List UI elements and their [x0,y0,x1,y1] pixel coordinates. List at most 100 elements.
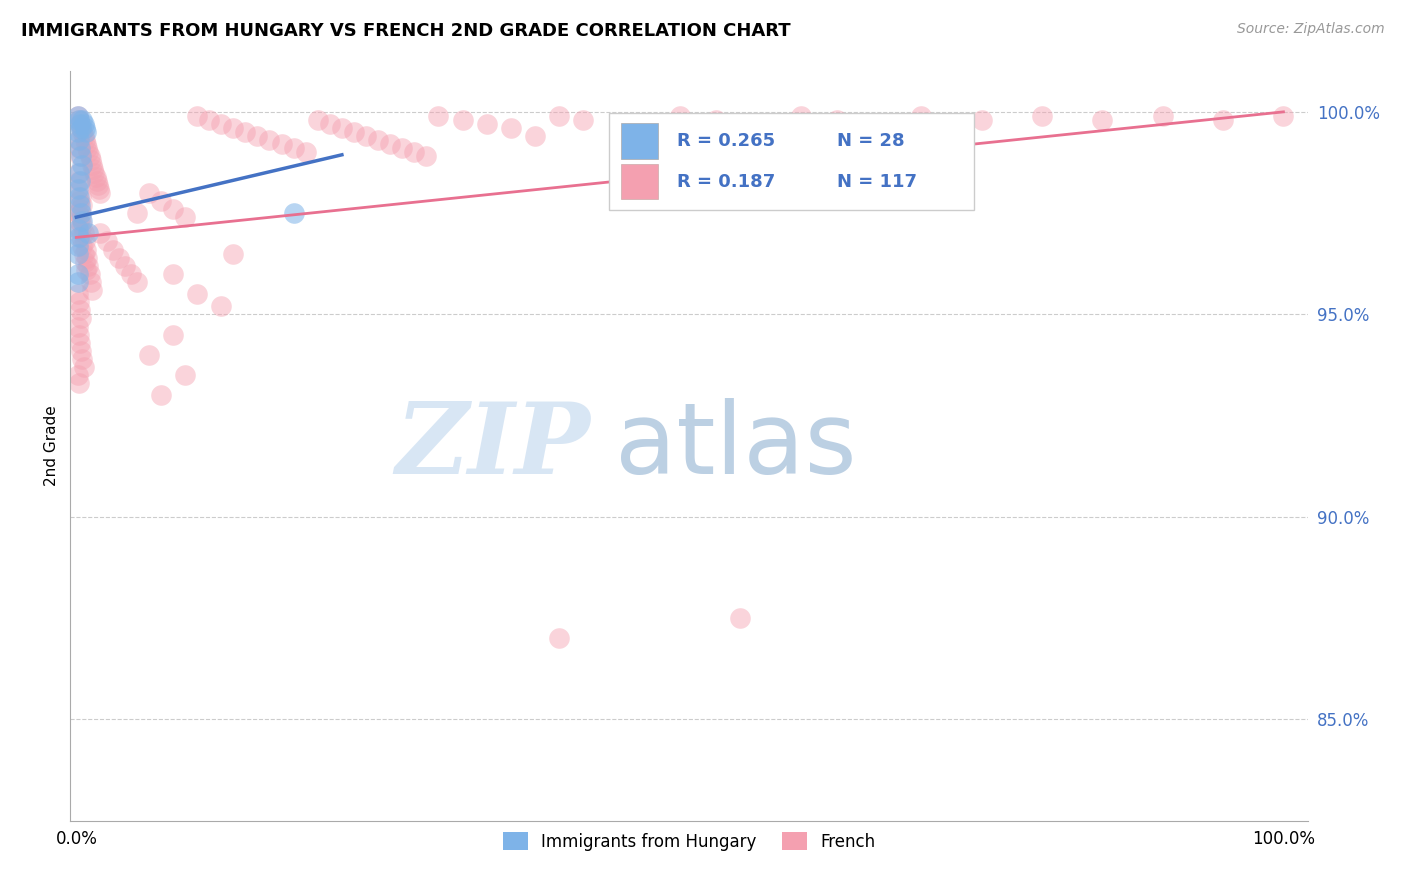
Text: Source: ZipAtlas.com: Source: ZipAtlas.com [1237,22,1385,37]
Point [66,133,89,147]
Point [72,125,94,139]
Legend: Immigrants from Hungary, French: Immigrants from Hungary, French [496,826,882,857]
Text: R = 0.187: R = 0.187 [676,172,775,191]
Point [67,194,90,208]
Point [149,388,172,402]
Point [270,137,292,152]
Point [1212,112,1234,127]
Point [67,133,90,147]
Point [72,359,94,374]
Point [72,112,94,127]
Point [246,129,269,144]
Point [1091,112,1114,127]
Point [69,198,91,212]
Point [120,267,142,281]
Point [66,109,89,123]
Point [72,227,94,241]
Point [186,287,208,301]
Point [162,327,184,342]
Point [970,112,993,127]
Point [524,129,547,144]
Point [75,262,97,277]
Point [499,121,522,136]
Point [69,141,91,155]
Text: ZIP: ZIP [395,398,591,494]
Point [138,348,160,362]
Point [67,327,90,342]
Point [89,227,111,241]
Text: R = 0.265: R = 0.265 [676,132,775,150]
Point [114,259,136,273]
Point [70,343,93,358]
Point [72,214,94,228]
Point [66,238,89,252]
Point [233,125,256,139]
Point [70,311,93,326]
Text: atlas: atlas [614,398,856,494]
Point [76,141,98,155]
Point [89,182,111,196]
Point [67,112,90,127]
Point [96,235,118,249]
Point [66,275,89,289]
Point [307,112,329,127]
Point [72,129,94,144]
Point [149,194,172,208]
Point [73,121,96,136]
Point [198,112,221,127]
Point [209,299,232,313]
Point [391,141,413,155]
Point [67,214,90,228]
Point [415,149,437,163]
Point [259,133,281,147]
Point [69,117,91,131]
Point [741,117,763,131]
Point [101,243,124,257]
Point [67,112,90,127]
Point [66,109,89,123]
Point [77,259,100,273]
Point [79,267,101,281]
Point [76,251,98,265]
Point [70,206,93,220]
Point [73,254,96,268]
Point [80,275,103,289]
Point [70,149,93,163]
Point [69,117,91,131]
Point [330,121,353,136]
Point [80,153,103,168]
Point [79,149,101,163]
Point [107,251,129,265]
Point [367,133,389,147]
Point [72,246,94,260]
Point [69,222,91,236]
Point [125,206,148,220]
Point [69,303,91,318]
Point [209,117,232,131]
Point [572,112,595,127]
Point [72,238,94,252]
Point [283,206,305,220]
Point [82,161,104,176]
Point [66,368,89,383]
Point [789,109,811,123]
Point [67,230,90,244]
Point [70,210,93,224]
Point [75,137,97,152]
Point [294,145,316,160]
Point [427,109,450,123]
FancyBboxPatch shape [621,163,658,200]
Point [87,178,110,192]
Point [69,202,91,216]
Point [319,117,342,131]
Point [222,121,245,136]
Point [72,117,94,131]
Point [70,230,93,244]
Point [910,109,932,123]
Point [380,137,402,152]
Point [67,295,90,310]
FancyBboxPatch shape [621,123,658,159]
Point [80,157,103,171]
Point [222,246,245,260]
Text: N = 117: N = 117 [838,172,917,191]
